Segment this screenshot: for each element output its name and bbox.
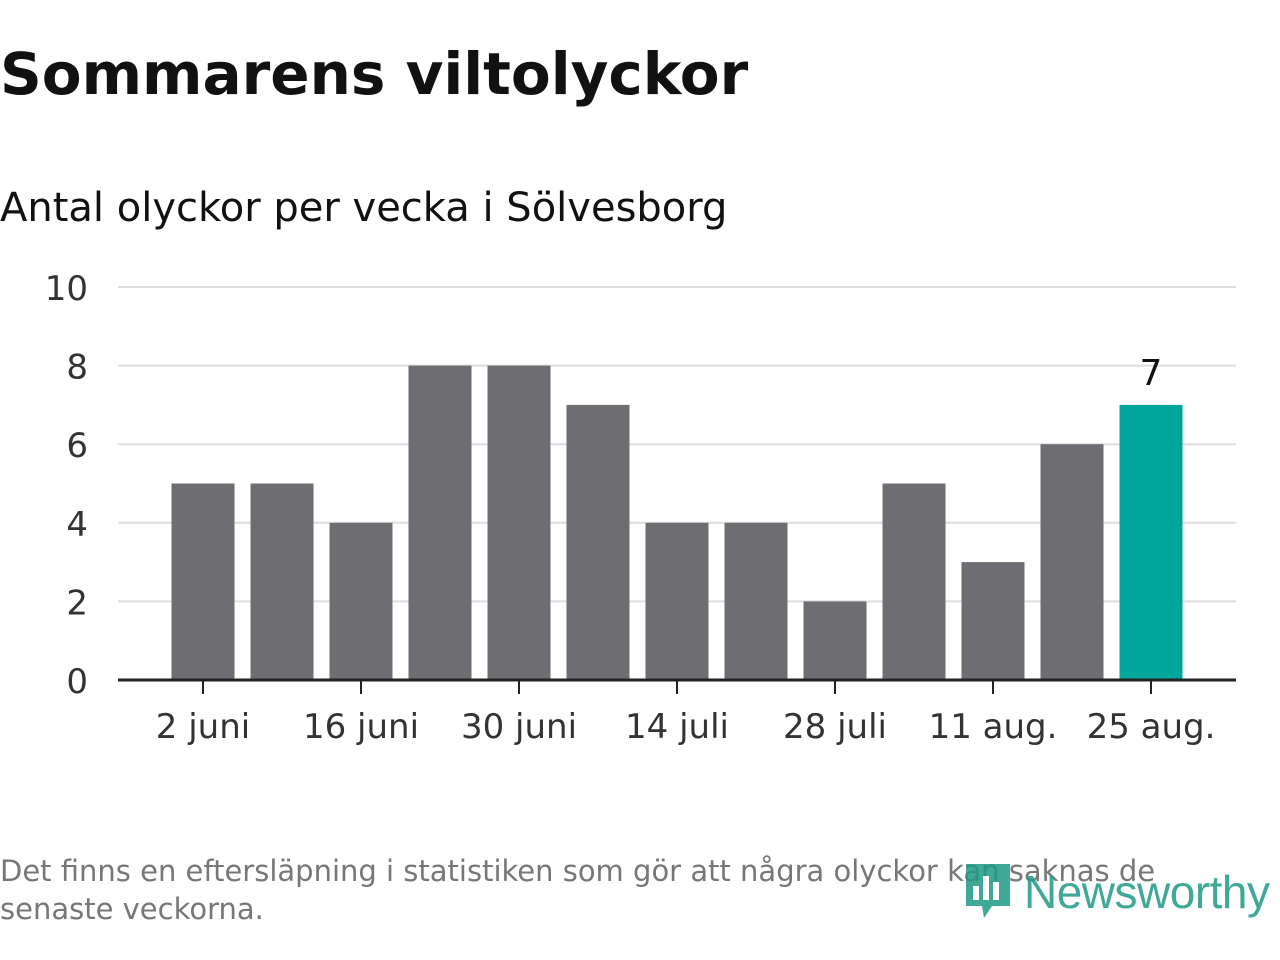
x-tick-label: 2 juni	[156, 707, 250, 747]
x-tick-label: 28 juli	[783, 707, 887, 747]
bar	[961, 562, 1025, 680]
bar	[566, 404, 630, 680]
x-tick-label: 14 juli	[625, 707, 729, 747]
bar	[408, 365, 472, 680]
footnote: Det finns en eftersläpning i statistiken…	[0, 854, 1156, 926]
y-tick-label: 0	[66, 662, 88, 702]
bars	[171, 365, 1183, 680]
bar-highlighted	[1119, 404, 1183, 680]
bar	[724, 522, 788, 680]
x-tick-label: 30 juni	[461, 707, 577, 747]
x-tick-label: 16 juni	[303, 707, 419, 747]
y-tick-label: 6	[66, 426, 88, 466]
x-axis-ticks: 2 juni 16 juni 30 juni 14 juli 28 juli 11 aug…	[156, 680, 1216, 747]
y-tick-label: 10	[45, 269, 88, 309]
logo-text: Newsworthy	[1024, 866, 1270, 918]
bar-chart-speech-bubble-icon	[962, 858, 1014, 926]
chart-title: Sommarens viltolyckor	[0, 40, 749, 108]
y-tick-label: 4	[66, 505, 88, 545]
bar	[250, 483, 314, 680]
bar	[487, 365, 551, 680]
bar	[803, 601, 867, 680]
x-tick-label: 25 aug.	[1087, 707, 1216, 747]
y-axis-tick-labels: 0 2 4 6 8 10	[45, 269, 88, 702]
bar	[1040, 444, 1104, 680]
newsworthy-logo: Newsworthy	[962, 860, 1270, 924]
bar	[882, 483, 946, 680]
y-tick-label: 2	[66, 583, 88, 623]
bar-chart: 0 2 4 6 8 10 7 2 juni 16 juni 30 juni 14 juli 28 …	[45, 269, 1236, 747]
bar	[645, 522, 709, 680]
bar	[171, 483, 235, 680]
data-labels: 7	[1140, 353, 1163, 394]
data-label: 7	[1140, 353, 1163, 394]
x-tick-label: 11 aug.	[929, 707, 1058, 747]
chart-subtitle: Antal olyckor per vecka i Sölvesborg	[0, 185, 728, 231]
bar	[329, 522, 393, 680]
y-tick-label: 8	[66, 348, 88, 388]
